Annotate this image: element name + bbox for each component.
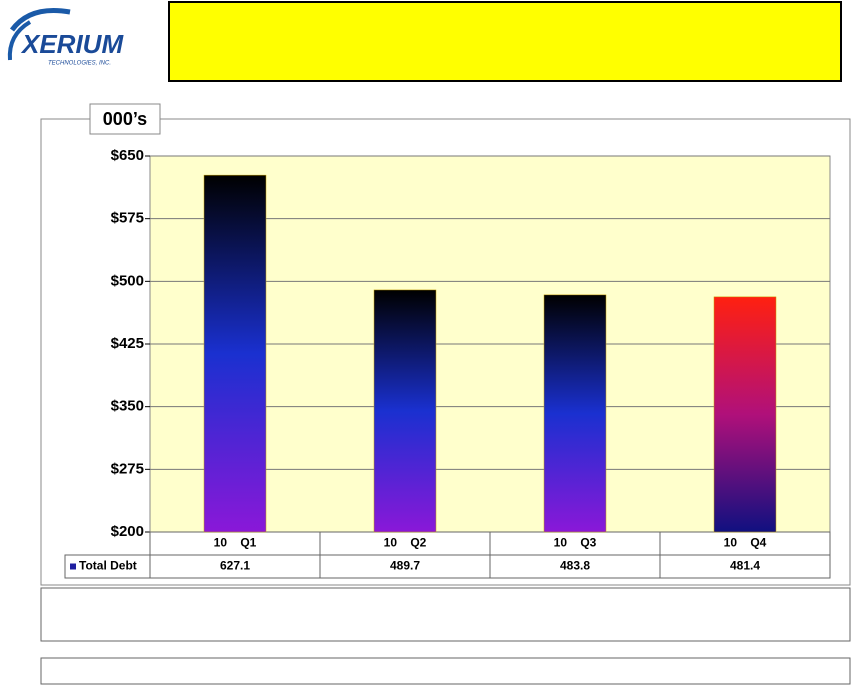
logo: XERIUM TECHNOLOGIES, INC.: [7, 7, 124, 67]
bar: [543, 294, 607, 533]
x-tick-label: 10 Q3: [554, 536, 597, 550]
y-tick-label: $275: [111, 460, 144, 477]
legend-marker: [70, 563, 76, 570]
y-tick-label: $350: [111, 398, 144, 415]
table-frame: [64, 554, 831, 579]
logo-tagline: TECHNOLOGIES, INC.: [48, 61, 111, 67]
unit-box: [89, 103, 161, 135]
legend-label: Total Debt: [79, 559, 137, 573]
x-tick-label: 10 Q1: [214, 536, 257, 550]
bar: [373, 289, 437, 533]
data-label: 489.7: [390, 559, 420, 573]
note-box: [40, 587, 851, 642]
x-tick-label: 10 Q4: [724, 536, 767, 550]
y-tick-label: $650: [111, 147, 144, 164]
logo-swoosh: [9, 7, 71, 32]
data-label: 483.8: [560, 559, 590, 573]
y-tick-label: $425: [111, 335, 144, 352]
chart: $200 $275 $350 $425 $500 $575 $650 Total Debt 10…: [64, 147, 831, 579]
logo-swoosh: [7, 20, 32, 61]
bar: [713, 296, 777, 533]
y-tick-label: $575: [111, 210, 144, 227]
title-box: [168, 1, 842, 82]
logo-name: XERIUM: [20, 29, 124, 59]
y-tick-label: $500: [111, 272, 144, 289]
bar: [203, 174, 267, 533]
y-tick-label: $200: [111, 523, 144, 540]
unit-label: 000’s: [103, 109, 147, 129]
data-label: 627.1: [220, 559, 250, 573]
x-tick-label: 10 Q2: [384, 536, 427, 550]
data-label: 481.4: [730, 559, 760, 573]
footer-box: [40, 657, 851, 685]
